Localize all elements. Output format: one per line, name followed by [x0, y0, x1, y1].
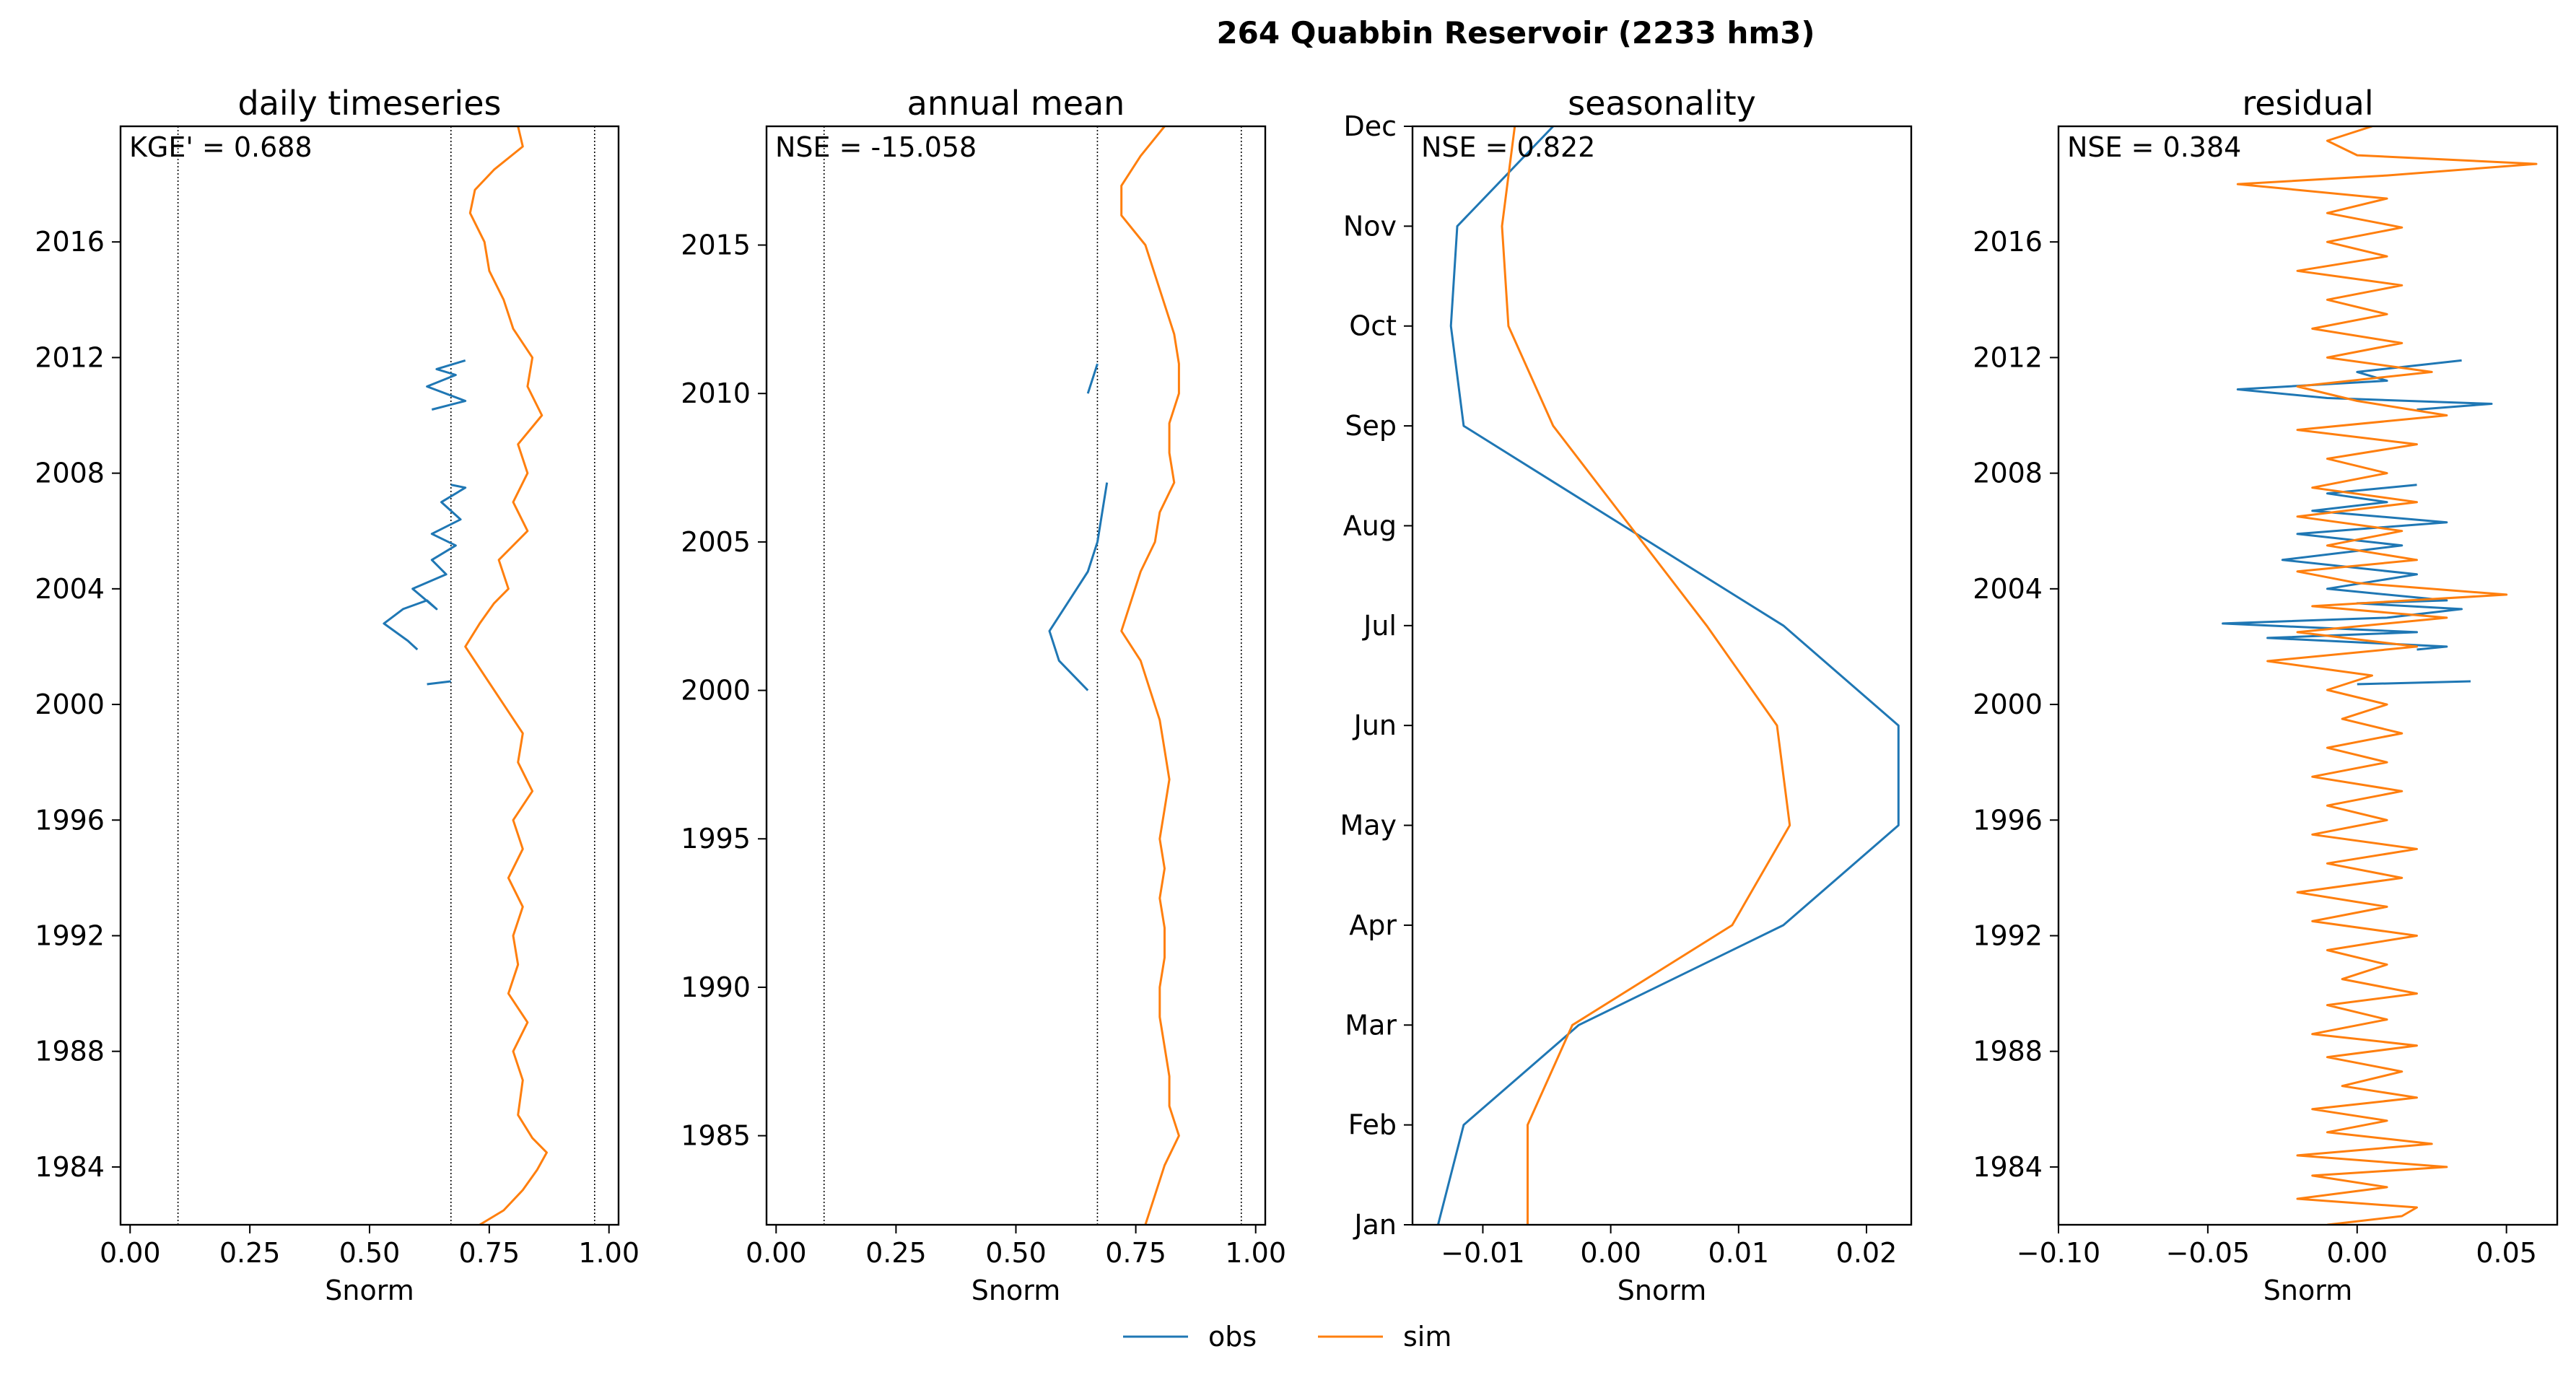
y-tick-label: 1992: [35, 919, 105, 951]
x-axis-label: Snorm: [1617, 1275, 1706, 1306]
y-tick-label: Jan: [1353, 1209, 1397, 1241]
axes-frame: [1411, 125, 1913, 1226]
y-tick-label: 2008: [1973, 458, 2043, 489]
panel-2: annual mean 0.00 0.25 0.50 0.75 1.00 1985 1990 1…: [681, 84, 1286, 1306]
y-tick-label: 2016: [35, 226, 105, 258]
y-tick-label: Jul: [1362, 610, 1397, 642]
x-tick-label: 0.75: [459, 1237, 520, 1269]
x-tick-label: 0.01: [1708, 1237, 1770, 1269]
series-line-sim: [1501, 126, 1791, 1225]
y-tick-label: 2010: [681, 377, 751, 409]
y-tick-label: 2008: [35, 458, 105, 489]
y-tick-label: 1995: [681, 823, 751, 855]
x-tick-label: 0.00: [2326, 1237, 2388, 1269]
y-tick-label: 1985: [681, 1120, 751, 1152]
y-tick-label: 2015: [681, 230, 751, 261]
series-line-obs: [2222, 484, 2463, 651]
panel-title: annual mean: [907, 84, 1125, 123]
y-tick-label: 2012: [35, 341, 105, 373]
y-tick-label: Nov: [1343, 210, 1397, 242]
axes-frame: [765, 125, 1267, 1226]
x-axis-label: Snorm: [972, 1275, 1060, 1306]
x-tick-label: 0.25: [865, 1237, 927, 1269]
y-tick-label: 2000: [35, 689, 105, 720]
y-tick-label: Feb: [1348, 1109, 1397, 1141]
x-tick-label: −0.01: [1441, 1237, 1524, 1269]
y-tick-label: 1992: [1973, 919, 2043, 951]
metric-annotation: KGE' = 0.688: [129, 131, 313, 163]
y-tick-label: 2000: [681, 675, 751, 707]
series-line-obs: [2357, 680, 2471, 686]
series-line-obs: [1086, 363, 1099, 394]
y-tick-label: Oct: [1349, 310, 1397, 342]
figure-title: 264 Quabbin Reservoir (2233 hm3): [1216, 15, 1815, 51]
series-line-obs: [2236, 359, 2493, 411]
y-tick-label: 1984: [35, 1151, 105, 1183]
y-tick-label: Mar: [1345, 1009, 1397, 1041]
metric-annotation: NSE = 0.822: [1421, 131, 1595, 163]
series-line-obs: [427, 680, 451, 686]
metric-annotation: NSE = -15.058: [775, 131, 977, 163]
x-tick-label: 0.75: [1105, 1237, 1166, 1269]
y-tick-label: 1996: [35, 804, 105, 836]
y-tick-label: Dec: [1343, 110, 1397, 142]
panel-1: daily timeseries 0.00 0.25 0.50 0.75 1.00 1984…: [35, 84, 639, 1306]
y-tick-label: Apr: [1349, 909, 1397, 941]
x-tick-label: 0.50: [339, 1237, 401, 1269]
x-tick-label: 0.50: [985, 1237, 1047, 1269]
y-tick-label: 1990: [681, 971, 751, 1003]
y-tick-label: 1984: [1973, 1151, 2043, 1183]
series-line-obs: [1048, 482, 1109, 691]
y-tick-label: 2000: [1973, 689, 2043, 720]
panel-4: residual −0.10 −0.05 0.00 0.05 1984 1988 1992 19…: [1973, 84, 2559, 1306]
axes-frame: [2057, 125, 2559, 1226]
x-tick-label: 0.00: [746, 1237, 807, 1269]
x-tick-label: −0.10: [2017, 1237, 2100, 1269]
series-line-obs: [383, 484, 467, 651]
x-tick-label: 0.02: [1836, 1237, 1898, 1269]
x-tick-label: 0.00: [1580, 1237, 1641, 1269]
panel-title: seasonality: [1568, 84, 1756, 123]
y-tick-label: 2012: [1973, 341, 2043, 373]
y-tick-label: 2005: [681, 526, 751, 558]
series-line-sim: [464, 126, 548, 1225]
panel-title: daily timeseries: [238, 84, 502, 123]
y-tick-label: Jun: [1353, 709, 1397, 741]
y-tick-label: 1988: [1973, 1036, 2043, 1067]
x-tick-label: −0.05: [2166, 1237, 2250, 1269]
series-line-sim: [2236, 126, 2538, 1225]
legend-label-obs: obs: [1208, 1321, 1257, 1353]
panel-title: residual: [2242, 84, 2373, 123]
x-tick-label: 1.00: [1225, 1237, 1286, 1269]
y-tick-label: 2004: [1973, 573, 2043, 605]
x-tick-label: 0.00: [100, 1237, 161, 1269]
series-line-obs: [426, 359, 467, 411]
series-line-sim: [1120, 126, 1180, 1225]
y-tick-label: 1988: [35, 1036, 105, 1067]
x-tick-label: 0.05: [2476, 1237, 2537, 1269]
panel-3: seasonality −0.01 0.00 0.01 0.02 Jan Feb Mar Apr…: [1340, 84, 1913, 1306]
x-axis-label: Snorm: [325, 1275, 414, 1306]
y-tick-label: 2016: [1973, 226, 2043, 258]
panels: daily timeseries 0.00 0.25 0.50 0.75 1.00 1984…: [35, 84, 2559, 1306]
y-tick-label: May: [1340, 810, 1397, 842]
y-tick-label: Aug: [1343, 510, 1397, 541]
x-tick-label: 1.00: [578, 1237, 639, 1269]
y-tick-label: 2004: [35, 573, 105, 605]
x-tick-label: 0.25: [219, 1237, 281, 1269]
legend-label-sim: sim: [1403, 1321, 1451, 1353]
series-line-obs: [1436, 126, 1900, 1225]
y-tick-label: Sep: [1345, 410, 1397, 442]
y-tick-label: 1996: [1973, 804, 2043, 836]
x-axis-label: Snorm: [2263, 1275, 2352, 1306]
legend: obs sim: [1123, 1321, 1451, 1353]
axes-frame: [119, 125, 620, 1226]
metric-annotation: NSE = 0.384: [2067, 131, 2241, 163]
